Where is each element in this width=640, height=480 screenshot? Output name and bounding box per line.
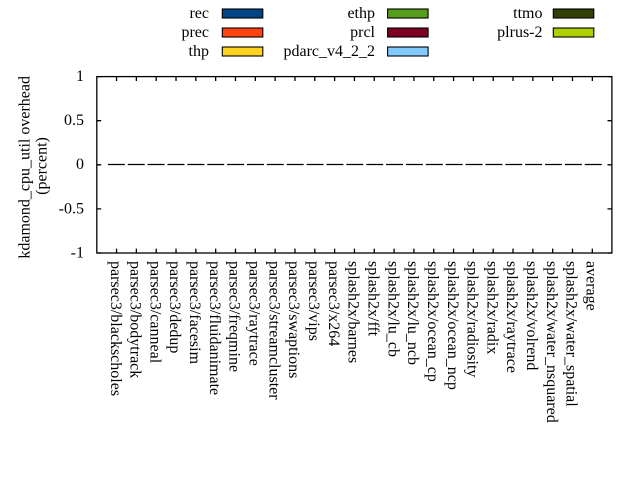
- svg-text:1: 1: [76, 68, 84, 85]
- svg-text:parsec3/fluidanimate: parsec3/fluidanimate: [206, 261, 223, 395]
- svg-text:ethp: ethp: [347, 5, 375, 22]
- svg-text:splash2x/radiosity: splash2x/radiosity: [464, 261, 481, 377]
- svg-text:splash2x/raytrace: splash2x/raytrace: [503, 261, 520, 373]
- svg-text:pdarc_v4_2_2: pdarc_v4_2_2: [283, 43, 375, 60]
- svg-text:kdamond_cpu_util overhead: kdamond_cpu_util overhead: [17, 76, 34, 259]
- svg-text:splash2x/ocean_ncp: splash2x/ocean_ncp: [444, 261, 461, 390]
- svg-text:plrus-2: plrus-2: [497, 24, 542, 41]
- svg-text:splash2x/ocean_cp: splash2x/ocean_cp: [424, 261, 441, 382]
- svg-text:prcl: prcl: [350, 24, 375, 41]
- svg-text:parsec3/bodytrack: parsec3/bodytrack: [127, 261, 144, 378]
- svg-text:splash2x/lu_cb: splash2x/lu_cb: [384, 261, 401, 357]
- svg-text:rec: rec: [189, 5, 209, 22]
- svg-text:ttmo: ttmo: [513, 5, 542, 22]
- svg-text:-0.5: -0.5: [59, 200, 84, 217]
- svg-text:splash2x/volrend: splash2x/volrend: [523, 261, 540, 370]
- svg-text:parsec3/swaptions: parsec3/swaptions: [285, 261, 302, 378]
- svg-text:prec: prec: [181, 24, 209, 41]
- svg-text:parsec3/freqmine: parsec3/freqmine: [226, 261, 243, 372]
- svg-text:splash2x/fft: splash2x/fft: [364, 261, 381, 337]
- svg-text:splash2x/water_spatial: splash2x/water_spatial: [563, 261, 580, 407]
- svg-text:parsec3/x264: parsec3/x264: [325, 261, 342, 346]
- svg-text:splash2x/lu_ncb: splash2x/lu_ncb: [404, 261, 421, 365]
- svg-text:average: average: [583, 261, 600, 311]
- svg-text:parsec3/vips: parsec3/vips: [305, 261, 322, 341]
- svg-text:(percent): (percent): [34, 137, 51, 195]
- svg-text:0: 0: [76, 156, 84, 173]
- svg-text:splash2x/radix: splash2x/radix: [483, 261, 500, 354]
- svg-text:parsec3/facesim: parsec3/facesim: [186, 261, 203, 365]
- svg-text:0.5: 0.5: [64, 112, 84, 129]
- svg-text:-1: -1: [71, 244, 84, 261]
- svg-text:parsec3/dedup: parsec3/dedup: [166, 261, 183, 353]
- svg-text:thp: thp: [189, 43, 209, 60]
- svg-text:splash2x/barnes: splash2x/barnes: [345, 261, 362, 363]
- svg-text:parsec3/blackscholes: parsec3/blackscholes: [107, 261, 124, 396]
- svg-text:parsec3/canneal: parsec3/canneal: [146, 261, 163, 364]
- svg-text:splash2x/water_nsquared: splash2x/water_nsquared: [543, 261, 560, 423]
- svg-text:parsec3/raytrace: parsec3/raytrace: [246, 261, 263, 366]
- svg-text:parsec3/streamcluster: parsec3/streamcluster: [265, 261, 282, 400]
